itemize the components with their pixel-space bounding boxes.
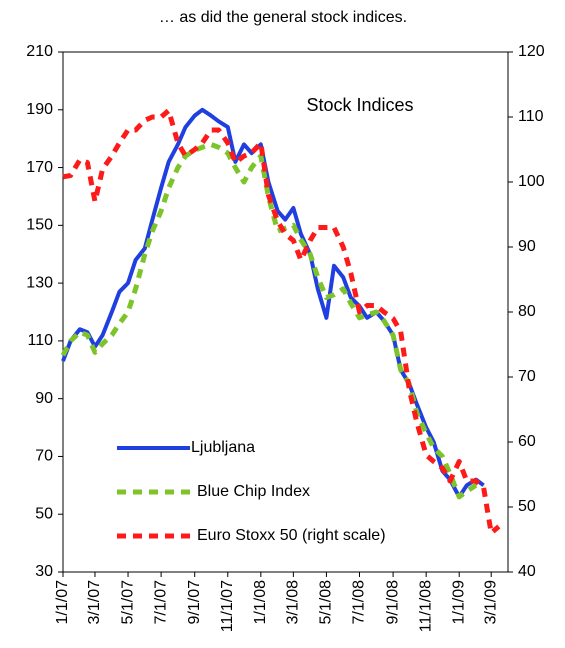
y-tick-label: 30	[35, 563, 53, 580]
legend-label: Blue Chip Index	[197, 483, 310, 500]
y2-tick-label: 100	[518, 173, 545, 190]
y2-tick-label: 90	[518, 238, 536, 255]
y2-tick-label: 50	[518, 498, 536, 515]
x-tick-label: 1/1/09	[450, 580, 467, 625]
y-tick-label: 130	[26, 274, 53, 291]
series-line	[62, 108, 501, 536]
x-tick-label: 5/1/07	[119, 580, 136, 625]
y2-tick-label: 60	[518, 433, 536, 450]
x-tick-label: 11/1/08	[417, 580, 434, 632]
y2-tick-label: 110	[518, 108, 544, 125]
x-tick-label: 3/1/07	[86, 580, 103, 625]
x-tick-label: 3/1/09	[482, 580, 499, 625]
y-tick-label: 150	[26, 217, 53, 234]
y-tick-label: 190	[26, 101, 53, 118]
x-tick-label: 3/1/08	[285, 580, 302, 625]
y2-tick-label: 120	[518, 43, 545, 60]
y-tick-label: 170	[26, 159, 53, 176]
x-tick-label: 1/1/08	[252, 580, 269, 625]
y2-tick-label: 40	[518, 563, 536, 580]
x-tick-label: 9/1/08	[384, 580, 401, 625]
y-tick-label: 110	[27, 332, 53, 349]
x-tick-label: 7/1/08	[351, 580, 368, 625]
chart-title: … as did the general stock indices.	[159, 9, 407, 26]
x-tick-label: 9/1/07	[186, 580, 203, 625]
annotation: Stock Indices	[306, 95, 413, 115]
series-line	[61, 107, 485, 499]
y2-tick-label: 80	[518, 303, 536, 320]
y-tick-label: 50	[35, 505, 53, 522]
legend-label: Ljubljana	[191, 439, 255, 456]
x-tick-label: 1/1/07	[54, 580, 71, 625]
x-tick-label: 7/1/07	[152, 580, 169, 625]
y2-tick-label: 70	[518, 368, 536, 385]
x-tick-label: 5/1/08	[318, 580, 335, 625]
y-tick-label: 90	[35, 390, 53, 407]
x-tick-label: 11/1/07	[219, 580, 236, 632]
legend-label: Euro Stoxx 50 (right scale)	[197, 527, 386, 544]
y-tick-label: 70	[35, 448, 53, 465]
y-tick-label: 210	[26, 43, 53, 60]
